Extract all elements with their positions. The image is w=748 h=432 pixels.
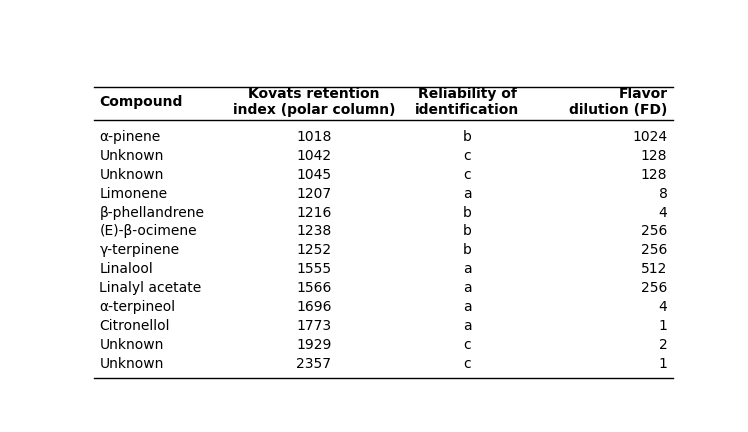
Text: 1018: 1018 xyxy=(296,130,331,144)
Text: 1929: 1929 xyxy=(296,338,331,352)
Text: 1207: 1207 xyxy=(296,187,331,200)
Text: Citronellol: Citronellol xyxy=(99,319,170,333)
Text: 1216: 1216 xyxy=(296,206,331,219)
Text: Unknown: Unknown xyxy=(99,168,164,181)
Text: 1555: 1555 xyxy=(296,262,331,276)
Text: Unknown: Unknown xyxy=(99,149,164,162)
Text: a: a xyxy=(463,281,472,295)
Text: b: b xyxy=(463,225,472,238)
Text: Limonene: Limonene xyxy=(99,187,168,200)
Text: α-pinene: α-pinene xyxy=(99,130,161,144)
Text: Linalool: Linalool xyxy=(99,262,153,276)
Text: Linalyl acetate: Linalyl acetate xyxy=(99,281,201,295)
Text: b: b xyxy=(463,243,472,257)
Text: 1252: 1252 xyxy=(296,243,331,257)
Text: a: a xyxy=(463,319,472,333)
Text: a: a xyxy=(463,187,472,200)
Text: 2: 2 xyxy=(659,338,667,352)
Text: c: c xyxy=(464,168,471,181)
Text: 128: 128 xyxy=(641,149,667,162)
Text: 256: 256 xyxy=(641,225,667,238)
Text: 1024: 1024 xyxy=(632,130,667,144)
Text: Flavor
dilution (FD): Flavor dilution (FD) xyxy=(569,87,667,117)
Text: Reliability of
identification: Reliability of identification xyxy=(415,87,520,117)
Text: 256: 256 xyxy=(641,243,667,257)
Text: 1042: 1042 xyxy=(296,149,331,162)
Text: 128: 128 xyxy=(641,168,667,181)
Text: 2357: 2357 xyxy=(296,357,331,371)
Text: β-phellandrene: β-phellandrene xyxy=(99,206,204,219)
Text: Kovats retention
index (polar column): Kovats retention index (polar column) xyxy=(233,87,395,117)
Text: 8: 8 xyxy=(658,187,667,200)
Text: Unknown: Unknown xyxy=(99,338,164,352)
Text: Compound: Compound xyxy=(99,95,183,109)
Text: b: b xyxy=(463,130,472,144)
Text: 512: 512 xyxy=(641,262,667,276)
Text: a: a xyxy=(463,300,472,314)
Text: (E)-β-ocimene: (E)-β-ocimene xyxy=(99,225,197,238)
Text: c: c xyxy=(464,338,471,352)
Text: 1238: 1238 xyxy=(296,225,331,238)
Text: 256: 256 xyxy=(641,281,667,295)
Text: 4: 4 xyxy=(659,206,667,219)
Text: 1773: 1773 xyxy=(296,319,331,333)
Text: γ-terpinene: γ-terpinene xyxy=(99,243,180,257)
Text: b: b xyxy=(463,206,472,219)
Text: α-terpineol: α-terpineol xyxy=(99,300,176,314)
Text: 1566: 1566 xyxy=(296,281,331,295)
Text: 1045: 1045 xyxy=(296,168,331,181)
Text: Unknown: Unknown xyxy=(99,357,164,371)
Text: a: a xyxy=(463,262,472,276)
Text: c: c xyxy=(464,149,471,162)
Text: 1: 1 xyxy=(658,357,667,371)
Text: 1696: 1696 xyxy=(296,300,331,314)
Text: c: c xyxy=(464,357,471,371)
Text: 1: 1 xyxy=(658,319,667,333)
Text: 4: 4 xyxy=(659,300,667,314)
